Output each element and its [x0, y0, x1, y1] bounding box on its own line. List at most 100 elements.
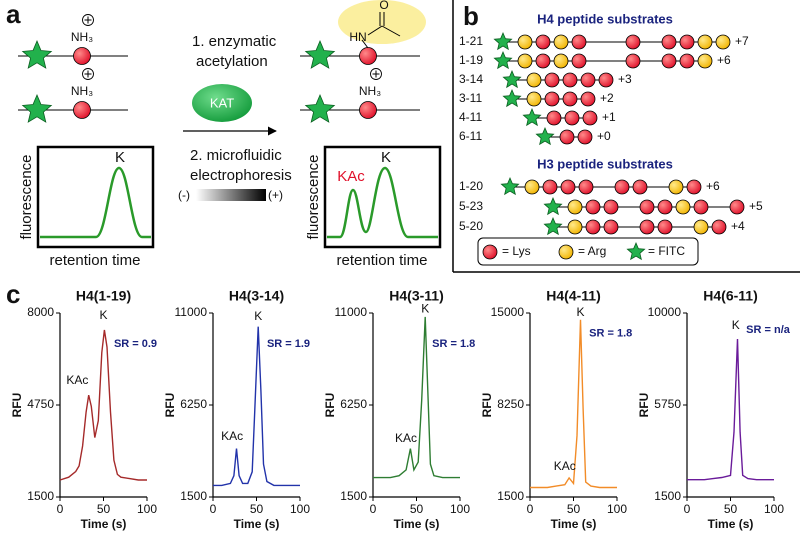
lys-bead [544, 91, 560, 107]
x-tick-label: 50 [410, 502, 424, 516]
x-axis-label: Time (s) [394, 517, 440, 531]
trace [687, 338, 774, 481]
panel-label: a [6, 0, 21, 29]
step-text: acetylation [196, 53, 268, 70]
y-tick-label: 8000 [27, 305, 54, 319]
arg-bead [668, 179, 684, 195]
axis-label: fluorescence [18, 154, 35, 239]
arg-bead [558, 244, 574, 260]
electrode: (+) [268, 188, 283, 202]
fitc-star [502, 88, 522, 108]
y-tick-label: 1500 [180, 489, 207, 503]
y-tick-label: 1500 [654, 489, 681, 503]
plot-title: H4(1-19) [76, 288, 131, 304]
fitc-star [626, 241, 646, 261]
gradient-bar [196, 189, 266, 201]
charge: +3 [618, 72, 632, 86]
lys-bead [560, 179, 576, 195]
arg-bead [567, 199, 583, 215]
y-tick-label: 8250 [497, 397, 524, 411]
legend-label: = Arg [578, 244, 606, 258]
legend-label: = FITC [648, 244, 685, 258]
charge-symbol [82, 14, 94, 26]
step-text: 1. enzymatic [192, 33, 277, 50]
charge: +6 [706, 179, 720, 193]
peak-label: KAc [221, 429, 243, 443]
lys-bead [679, 53, 695, 69]
lys-bead [639, 219, 655, 235]
peptide-name: 3-11 [459, 91, 482, 105]
y-axis-label: RFU [637, 393, 651, 418]
lys-bead [73, 101, 91, 119]
fitc-star [21, 93, 53, 123]
x-axis-label: Time (s) [81, 517, 127, 531]
lys-bead [359, 101, 377, 119]
arg-bead [693, 219, 709, 235]
bond [381, 25, 401, 37]
lys-bead [686, 179, 702, 195]
arg-bead [517, 53, 533, 69]
panel-label: b [463, 1, 479, 31]
trace [373, 316, 460, 479]
sr-label: SR = 1.8 [432, 338, 475, 350]
peak-label: KAc [66, 373, 88, 387]
x-tick-label: 100 [137, 502, 157, 516]
legend-box [477, 237, 699, 266]
legend-label: = Lys [502, 244, 531, 258]
group-title: H3 peptide substrates [537, 156, 673, 171]
lys-bead [661, 53, 677, 69]
x-tick-label: 50 [724, 502, 738, 516]
sr-label: SR = n/a [746, 324, 791, 336]
arg-bead [526, 72, 542, 88]
trace [530, 319, 617, 489]
arg-bead [553, 34, 569, 50]
fitc-star [304, 93, 336, 123]
arg-bead [524, 179, 540, 195]
lys-bead [535, 34, 551, 50]
fitc-star [493, 31, 513, 51]
lys-bead [564, 110, 580, 126]
lys-bead [562, 72, 578, 88]
plot-title: H4(4-11) [546, 288, 600, 304]
lys-bead [657, 219, 673, 235]
fitc-star [21, 39, 53, 69]
trace-box [323, 145, 442, 249]
peptide-name: 5-20 [459, 219, 483, 233]
amine: NH₃ [71, 30, 93, 44]
plot-title: H4(3-14) [229, 288, 284, 304]
trace-box [36, 145, 155, 249]
charge-symbol [370, 68, 382, 80]
plot-title: H4(3-11) [389, 288, 443, 304]
charge: +6 [717, 53, 731, 67]
charge: +7 [735, 34, 749, 48]
peak-label: K [115, 149, 125, 166]
arg-bead [567, 219, 583, 235]
lys-bead [559, 129, 575, 145]
x-tick-label: 50 [250, 502, 264, 516]
y-tick-label: 6250 [340, 397, 367, 411]
y-tick-label: 5750 [654, 397, 681, 411]
trace [59, 329, 147, 481]
step-text: 2. microfluidic [190, 147, 282, 164]
y-tick-label: 1500 [340, 489, 367, 503]
peak-label: KAc [337, 168, 365, 185]
peak-label: K [99, 308, 107, 322]
sr-label: SR = 0.9 [114, 338, 157, 350]
lys-bead [578, 179, 594, 195]
schematic-trace [327, 166, 438, 239]
y-tick-label: 15000 [491, 305, 525, 319]
lys-bead [657, 199, 673, 215]
x-tick-label: 0 [210, 502, 217, 516]
x-tick-label: 50 [97, 502, 111, 516]
y-tick-label: 10000 [648, 305, 682, 319]
fitc-star [493, 50, 513, 70]
arg-bead [517, 34, 533, 50]
trace [213, 326, 300, 487]
fitc-star [543, 196, 563, 216]
panel-label: c [6, 279, 20, 309]
fitc-star [522, 107, 542, 127]
x-axis-label: Time (s) [551, 517, 597, 531]
x-tick-label: 100 [290, 502, 310, 516]
lys-bead [571, 34, 587, 50]
